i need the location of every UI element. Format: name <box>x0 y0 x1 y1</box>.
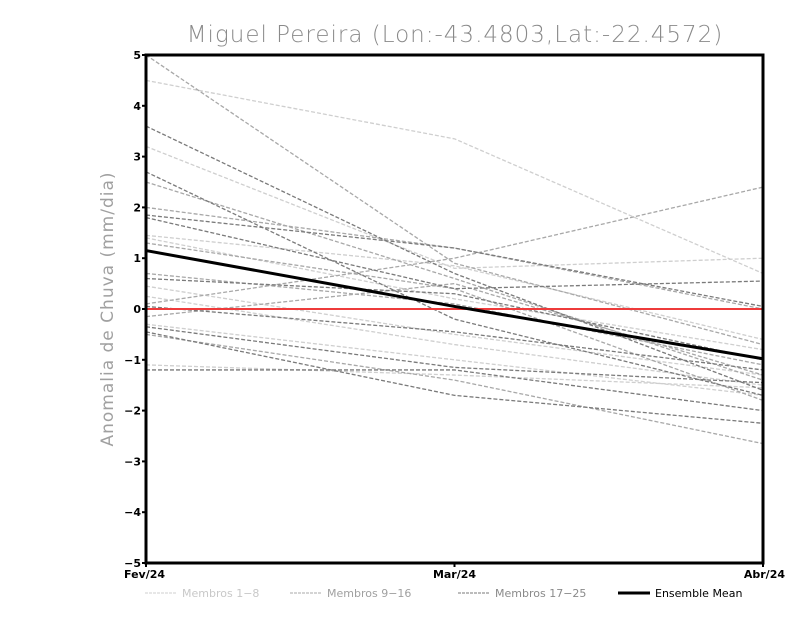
member-line-6 <box>145 295 764 386</box>
y-ticks: 5 4 3 2 1 0 −1 −2 −3 −4 −5 <box>124 49 146 570</box>
member-line-23 <box>145 326 764 384</box>
member-line-2 <box>145 145 764 270</box>
legend-label: Ensemble Mean <box>655 587 742 600</box>
y-tick-label: 2 <box>133 201 141 214</box>
member-line-22 <box>145 305 764 371</box>
y-tick-label: −5 <box>124 557 141 570</box>
ensemble-mean-line <box>145 249 764 361</box>
member-line-8 <box>145 364 764 389</box>
y-axis-label: Anomalia de Chuva (mm/dia) <box>98 171 118 446</box>
x-tick-label: Abr/24 <box>744 568 785 581</box>
y-tick-label: 3 <box>133 151 141 164</box>
member-line-14 <box>145 186 764 305</box>
y-tick-label: 1 <box>133 252 141 265</box>
member-line-24 <box>145 331 764 424</box>
member-line-17 <box>145 125 764 391</box>
mean-layer <box>145 249 764 361</box>
member-line-11 <box>145 206 764 310</box>
y-tick-label: −4 <box>124 506 141 519</box>
y-tick-label: 5 <box>133 49 141 62</box>
member-line-5 <box>145 285 764 376</box>
member-line-20 <box>145 216 764 290</box>
y-tick-label: 0 <box>133 303 141 316</box>
member-line-15 <box>145 282 764 376</box>
legend-label: Membros 17−25 <box>495 587 586 600</box>
x-ticks: Fev/24 Mar/24 Abr/24 <box>124 563 785 581</box>
member-line-21 <box>145 277 764 361</box>
member-line-18 <box>145 171 764 396</box>
x-tick-label: Fev/24 <box>124 568 165 581</box>
member-line-3 <box>145 234 764 341</box>
chart-title: Miguel Pereira (Lon:-43.4803,Lat:-22.457… <box>187 22 724 48</box>
member-line-1 <box>145 79 764 275</box>
x-tick-label: Mar/24 <box>433 568 476 581</box>
member-line-9 <box>145 54 764 346</box>
y-tick-label: −1 <box>124 354 141 367</box>
y-tick-label: −3 <box>124 455 141 468</box>
member-line-7 <box>145 323 764 397</box>
member-line-10 <box>145 181 764 381</box>
member-line-16 <box>145 333 764 445</box>
member-line-12 <box>145 242 764 402</box>
legend-label: Membros 9−16 <box>327 587 411 600</box>
member-line-13 <box>145 272 764 366</box>
legend-label: Membros 1−8 <box>182 587 259 600</box>
member-line-19 <box>145 214 764 308</box>
y-tick-label: −2 <box>124 405 141 418</box>
member-line-25 <box>146 369 764 412</box>
series-layer <box>145 54 764 445</box>
y-tick-label: 4 <box>133 100 141 113</box>
legend: Membros 1−8 Membros 9−16 Membros 17−25 Ense… <box>145 587 742 600</box>
